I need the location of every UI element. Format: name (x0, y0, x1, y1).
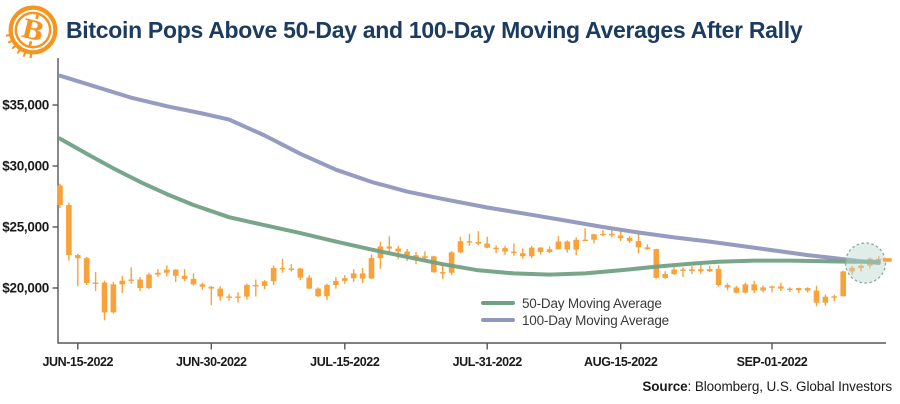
ma-50-label: 50-Day Moving Average (522, 295, 662, 311)
ma-100-swatch (481, 317, 515, 323)
ma-100-label: 100-Day Moving Average (522, 312, 669, 328)
chart-legend: 50-Day Moving Average 100-Day Moving Ave… (481, 295, 669, 328)
last-price-marker (882, 258, 892, 262)
y-axis-ticks: $20,000 $25,000 $30,000 $35,000 (2, 98, 58, 296)
svg-text:$20,000: $20,000 (2, 281, 49, 296)
ma-100-line (58, 73, 881, 265)
source-label: Source (642, 379, 688, 394)
ma-50-line (58, 136, 881, 277)
svg-text:$35,000: $35,000 (2, 98, 49, 113)
source-text: : Bloomberg, U.S. Global Investors (687, 379, 893, 394)
axes (57, 58, 886, 344)
legend-item-50day: 50-Day Moving Average (481, 295, 669, 311)
bitcoin-coin-icon: B (6, 5, 58, 58)
svg-text:SEP-01-2022: SEP-01-2022 (737, 355, 808, 369)
source-attribution: Source: Bloomberg, U.S. Global Investors (642, 379, 892, 394)
legend-item-100day: 100-Day Moving Average (481, 312, 669, 328)
chart-header: B Bitcoin Pops Above 50-Day and 100-Day … (6, 4, 803, 58)
x-axis-ticks: JUN-15-2022 JUN-30-2022 JUL-15-2022 JUL-31-… (42, 343, 808, 369)
svg-text:JUL-31-2022: JUL-31-2022 (453, 355, 523, 369)
svg-text:JUN-15-2022: JUN-15-2022 (42, 355, 113, 369)
svg-text:$25,000: $25,000 (2, 220, 49, 235)
svg-text:AUG-15-2022: AUG-15-2022 (584, 355, 658, 369)
svg-text:JUL-15-2022: JUL-15-2022 (310, 355, 380, 369)
svg-text:$30,000: $30,000 (2, 159, 49, 174)
ma-50-swatch (481, 300, 515, 306)
svg-text:JUN-30-2022: JUN-30-2022 (176, 355, 247, 369)
chart-title: Bitcoin Pops Above 50-Day and 100-Day Mo… (66, 17, 803, 44)
rally-highlight-circle (844, 242, 887, 284)
